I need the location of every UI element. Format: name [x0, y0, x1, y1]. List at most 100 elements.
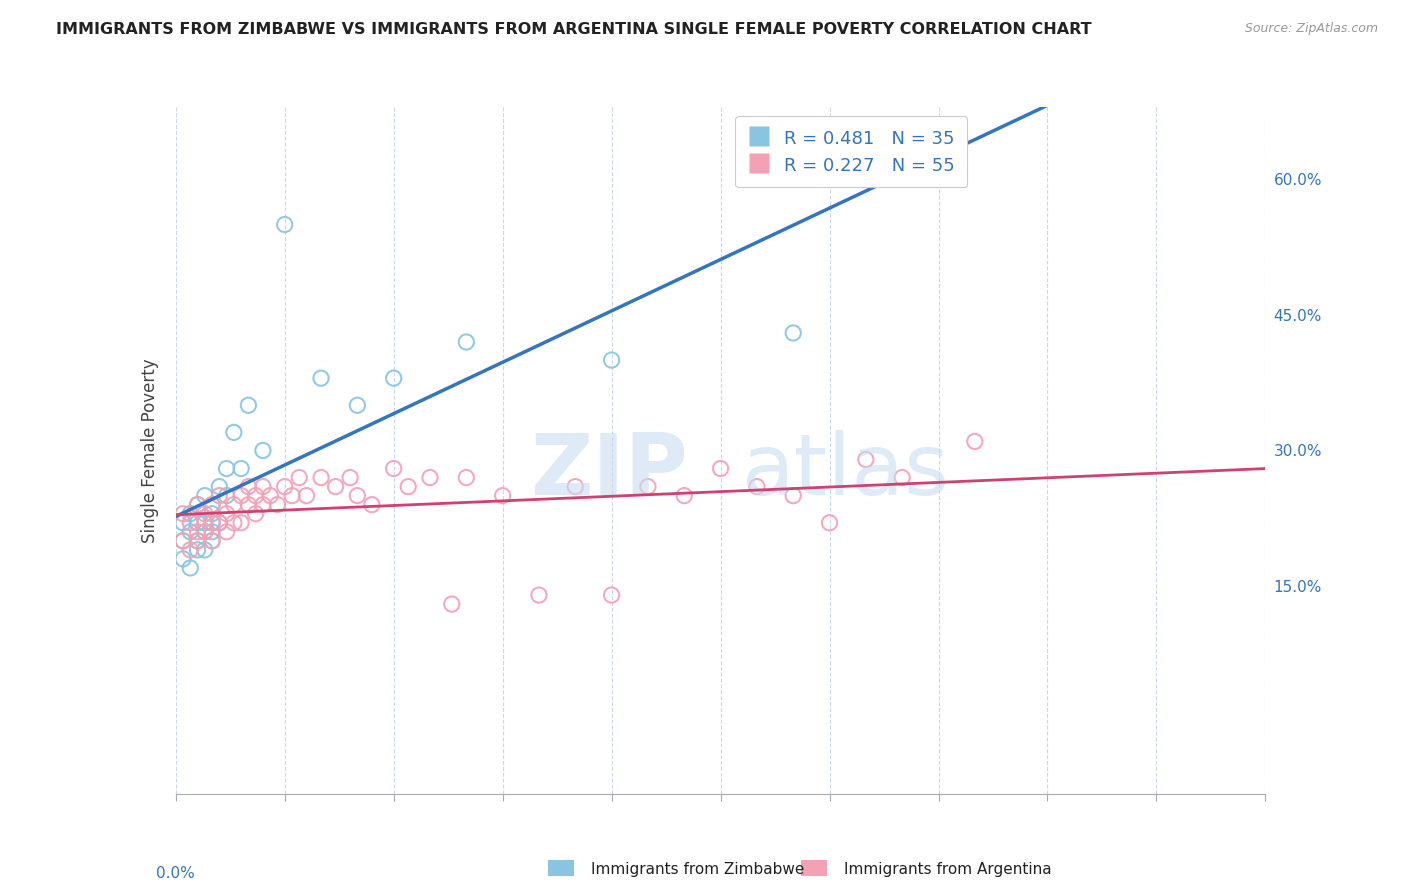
Point [179, 524, 201, 539]
Legend: R = 0.481   N = 35, R = 0.227   N = 55: R = 0.481 N = 35, R = 0.227 N = 55 [735, 116, 967, 187]
Point [194, 489, 217, 503]
Point [492, 489, 515, 503]
Point [855, 145, 877, 160]
Text: Immigrants from Argentina: Immigrants from Argentina [844, 863, 1052, 877]
Point [637, 480, 659, 494]
Point [201, 498, 224, 512]
Point [194, 542, 217, 557]
Point [186, 516, 209, 530]
Point [855, 452, 877, 467]
Point [252, 480, 274, 494]
Point [194, 524, 217, 539]
Point [266, 498, 288, 512]
Point [600, 353, 623, 368]
Point [186, 533, 209, 548]
Point [179, 542, 201, 557]
Point [179, 507, 201, 521]
Point [382, 461, 405, 475]
Point [309, 470, 332, 484]
Point [274, 480, 297, 494]
Point [346, 398, 368, 412]
Point [222, 498, 245, 512]
Point [891, 470, 914, 484]
Bar [801, 860, 827, 876]
Point [419, 470, 441, 484]
Text: ZIP: ZIP [530, 430, 688, 513]
Point [201, 516, 224, 530]
Point [186, 498, 209, 512]
Point [274, 218, 297, 232]
Point [238, 480, 260, 494]
Point [245, 489, 267, 503]
Point [782, 326, 804, 340]
Point [215, 507, 238, 521]
Point [288, 470, 311, 484]
Point [201, 507, 224, 521]
Point [252, 498, 274, 512]
Point [281, 489, 304, 503]
Text: Source: ZipAtlas.com: Source: ZipAtlas.com [1244, 22, 1378, 36]
Point [215, 461, 238, 475]
Point [194, 524, 217, 539]
Point [201, 533, 224, 548]
Point [231, 461, 253, 475]
Point [456, 334, 478, 349]
Text: atlas: atlas [742, 430, 950, 513]
Point [456, 470, 478, 484]
Point [201, 524, 224, 539]
Point [382, 371, 405, 385]
Point [222, 516, 245, 530]
Point [201, 516, 224, 530]
Point [360, 498, 382, 512]
Point [564, 480, 586, 494]
Point [186, 533, 209, 548]
Point [186, 498, 209, 512]
Point [339, 470, 361, 484]
Point [172, 516, 194, 530]
Point [600, 588, 623, 602]
Point [710, 461, 733, 475]
Point [231, 516, 253, 530]
Point [245, 507, 267, 521]
Point [208, 480, 231, 494]
Point [179, 516, 201, 530]
Point [215, 489, 238, 503]
Point [259, 489, 281, 503]
Point [208, 516, 231, 530]
Point [194, 516, 217, 530]
Text: 0.0%: 0.0% [156, 866, 195, 881]
Point [325, 480, 347, 494]
Point [194, 507, 217, 521]
Point [963, 434, 986, 449]
Point [252, 443, 274, 458]
Point [396, 480, 419, 494]
Point [527, 588, 550, 602]
Point [782, 489, 804, 503]
Point [208, 516, 231, 530]
Point [231, 489, 253, 503]
Point [201, 533, 224, 548]
Point [208, 489, 231, 503]
Point [309, 371, 332, 385]
Point [179, 561, 201, 575]
Point [172, 533, 194, 548]
Point [201, 498, 224, 512]
Point [745, 480, 768, 494]
Point [186, 542, 209, 557]
Point [238, 498, 260, 512]
Point [186, 524, 209, 539]
Y-axis label: Single Female Poverty: Single Female Poverty [141, 359, 159, 542]
Bar [548, 860, 574, 876]
Point [818, 516, 841, 530]
Point [346, 489, 368, 503]
Text: Immigrants from Zimbabwe: Immigrants from Zimbabwe [591, 863, 804, 877]
Point [238, 398, 260, 412]
Point [172, 533, 194, 548]
Point [673, 489, 696, 503]
Point [222, 425, 245, 440]
Point [172, 507, 194, 521]
Text: IMMIGRANTS FROM ZIMBABWE VS IMMIGRANTS FROM ARGENTINA SINGLE FEMALE POVERTY CORR: IMMIGRANTS FROM ZIMBABWE VS IMMIGRANTS F… [56, 22, 1092, 37]
Point [295, 489, 318, 503]
Point [440, 597, 463, 611]
Point [172, 552, 194, 566]
